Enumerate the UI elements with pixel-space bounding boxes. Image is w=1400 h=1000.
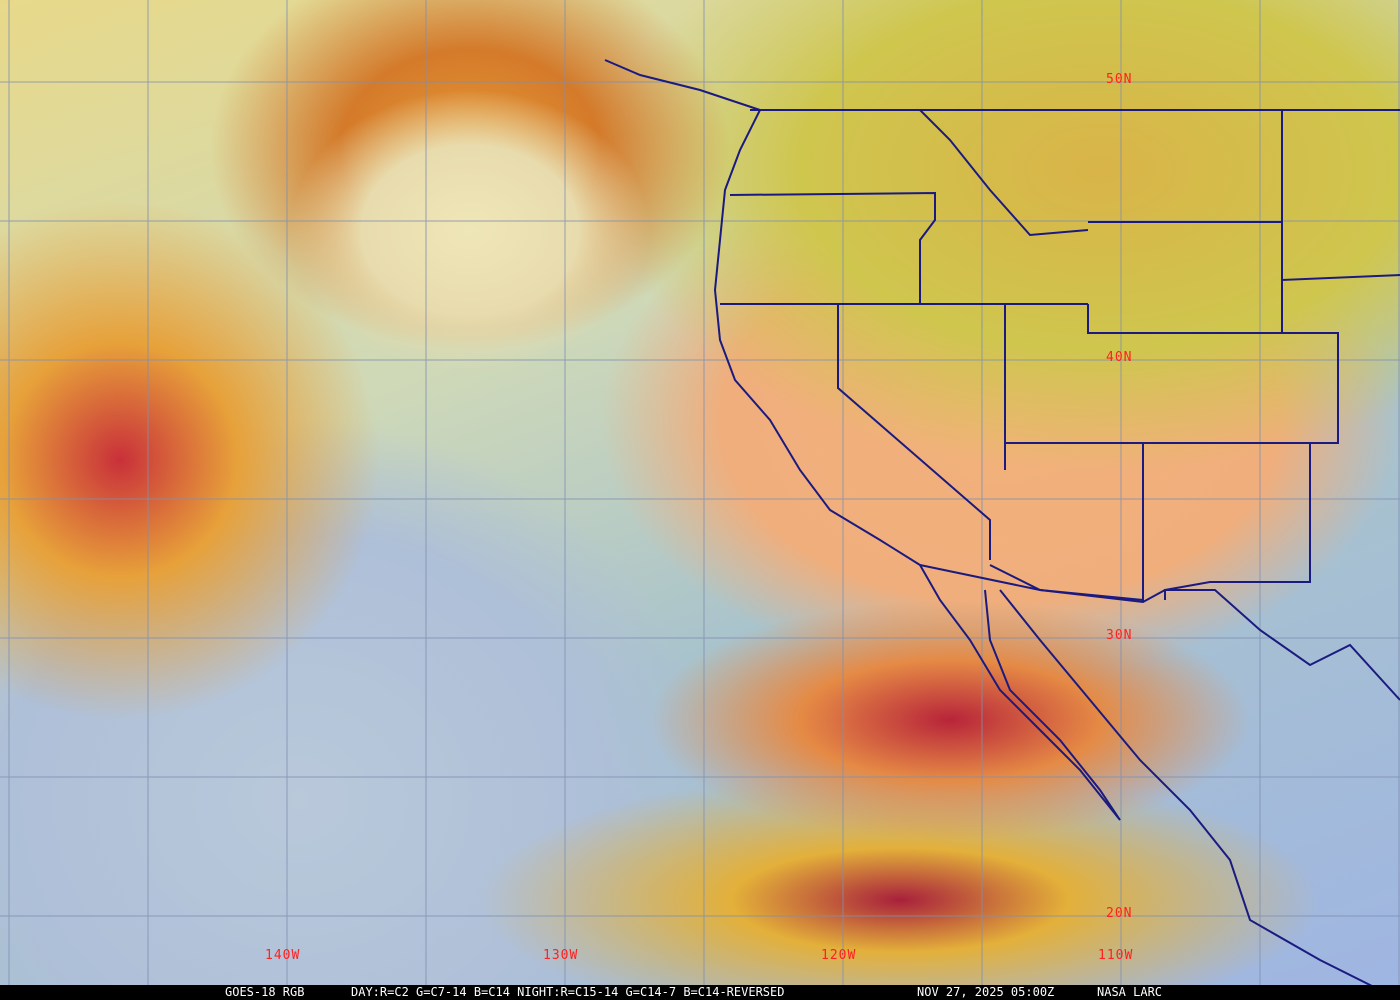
- caption-product: GOES-18 RGB: [225, 985, 305, 999]
- lon-label-140w: 140W: [265, 948, 301, 963]
- political-borders: [604, 59, 1400, 991]
- lat-label-20n: 20N: [1106, 906, 1133, 921]
- new-mexico: [1143, 442, 1311, 600]
- caption-timestamp: NOV 27, 2025 05:00Z: [917, 985, 1055, 999]
- california-nevada-border: [837, 304, 991, 560]
- lat-label-40n: 40N: [1106, 350, 1133, 365]
- caption-bar: GOES-18 RGB DAY:R=C2 G=C7-14 B=C14 NIGHT…: [0, 985, 1400, 1000]
- utah-colorado: [1087, 221, 1339, 444]
- arizona-border: [989, 442, 1144, 602]
- caption-recipe: DAY:R=C2 G=C7-14 B=C14 NIGHT:R=C15-14 G=…: [351, 985, 785, 999]
- idaho-montana: [919, 109, 1400, 282]
- mexico-mainland-coast: [999, 589, 1381, 991]
- west-coastline: [604, 59, 1121, 821]
- us-mexico-border: [919, 564, 1400, 701]
- lon-label-130w: 130W: [543, 948, 579, 963]
- lat-label-50n: 50N: [1106, 72, 1133, 87]
- lon-label-120w: 120W: [821, 948, 857, 963]
- caption-source: NASA LARC: [1097, 985, 1163, 999]
- lat-label-30n: 30N: [1106, 628, 1133, 643]
- oregon-washington-border: [729, 191, 936, 305]
- lon-label-110w: 110W: [1098, 948, 1134, 963]
